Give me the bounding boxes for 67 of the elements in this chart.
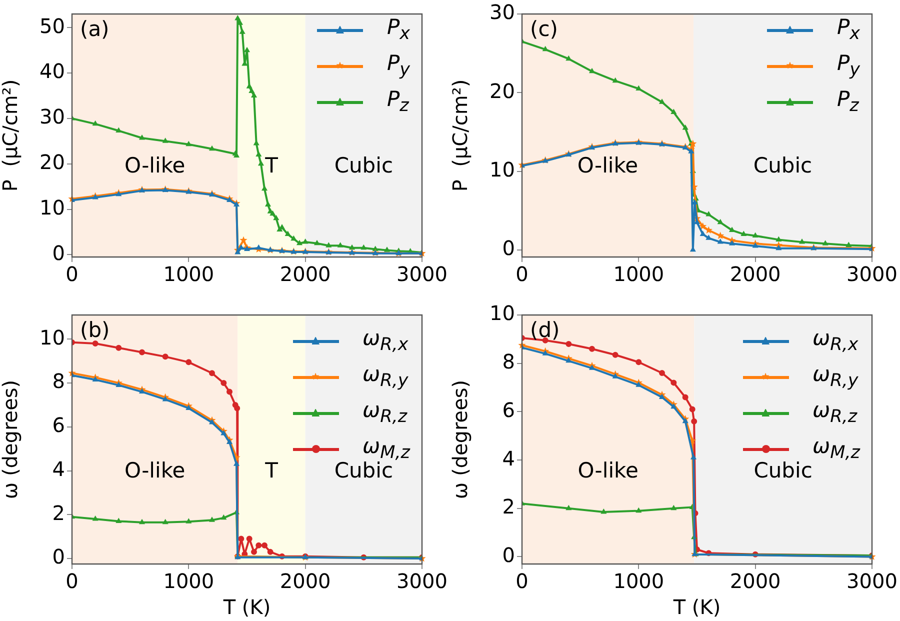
x-tick-label: 1000	[163, 262, 214, 286]
y-tick-label: 30	[40, 104, 65, 129]
legend-label: P$_{y}$	[386, 51, 410, 81]
band-label: Cubic	[334, 154, 394, 178]
y-tick-label: 10	[40, 196, 65, 220]
y-tick-label: 20	[490, 78, 515, 103]
legend-label: ω$_{R,z}$	[812, 398, 858, 428]
y-tick-label: 0	[52, 240, 65, 265]
legend-label: P$_{y}$	[836, 51, 860, 81]
legend-label: ω$_{R,x}$	[362, 326, 408, 356]
legend-label: P$_{z}$	[386, 87, 409, 117]
band-label: Cubic	[334, 458, 394, 482]
x-tick-label: 1000	[163, 569, 214, 594]
y-tick-label: 20	[40, 150, 65, 174]
y-tick-label: 8	[502, 350, 515, 374]
y-tick-label: 0	[502, 542, 515, 567]
y-tick-label: 2	[502, 494, 515, 519]
annotation: (d)	[530, 318, 560, 342]
y-tick-label: 8	[52, 369, 65, 394]
x-tick-label: 3000	[846, 569, 898, 594]
x-tick-label: 2000	[730, 262, 781, 286]
band-label: Cubic	[754, 458, 812, 482]
x-tick-label: 3000	[396, 569, 448, 594]
band-label: Cubic	[753, 154, 812, 178]
x-axis-title: T (K)	[222, 595, 271, 620]
band-label: T	[264, 154, 278, 178]
y-tick-label: 40	[40, 59, 65, 84]
y-tick-label: 6	[502, 398, 515, 422]
band-label: O-like	[124, 458, 186, 482]
y-tick-label: 2	[52, 500, 65, 525]
band-label: O-like	[578, 458, 638, 482]
y-tick-label: 4	[52, 456, 65, 481]
x-axis-title: T (K)	[672, 595, 721, 620]
y-tick-label: 50	[40, 14, 65, 38]
legend-label: ω$_{R,z}$	[362, 398, 408, 428]
band-label: O-like	[577, 154, 638, 178]
legend-label: P$_{z}$	[836, 87, 859, 117]
x-tick-label: 2000	[280, 569, 331, 594]
x-tick-label: 2000	[280, 262, 331, 286]
annotation: (a)	[80, 16, 110, 41]
band-label: T	[264, 458, 278, 482]
x-tick-label: 1000	[613, 569, 664, 594]
annotation: (c)	[530, 16, 558, 41]
y-axis-title: ω (degrees)	[448, 380, 472, 500]
annotation: (b)	[80, 318, 110, 342]
y-tick-label: 10	[490, 301, 515, 326]
legend-label: ω$_{R,x}$	[812, 326, 858, 356]
y-tick-label: 6	[52, 413, 65, 438]
x-tick-label: 2000	[730, 569, 781, 594]
y-tick-label: 10	[490, 157, 515, 182]
legend-label: ω$_{M,z}$	[812, 434, 860, 464]
x-tick-label: 3000	[846, 262, 898, 286]
legend-label: P$_{x}$	[836, 15, 860, 45]
y-tick-label: 30	[490, 0, 515, 24]
legend-label: P$_{x}$	[386, 15, 410, 45]
legend-label: ω$_{R,y}$	[362, 362, 408, 392]
y-tick-label: 0	[52, 544, 65, 569]
band-label: O-like	[124, 154, 186, 178]
y-tick-label: 10	[40, 325, 65, 350]
y-tick-label: 0	[502, 236, 515, 260]
x-tick-label: 1000	[613, 262, 664, 286]
y-axis-title: P (μC/cm²)	[0, 79, 22, 192]
y-axis-title: ω (degrees)	[0, 380, 22, 500]
legend-label: ω$_{R,y}$	[812, 362, 858, 392]
y-tick-label: 4	[502, 446, 515, 470]
x-tick-label: 3000	[396, 262, 448, 286]
y-axis-title: P (μC/cm²)	[448, 79, 472, 192]
